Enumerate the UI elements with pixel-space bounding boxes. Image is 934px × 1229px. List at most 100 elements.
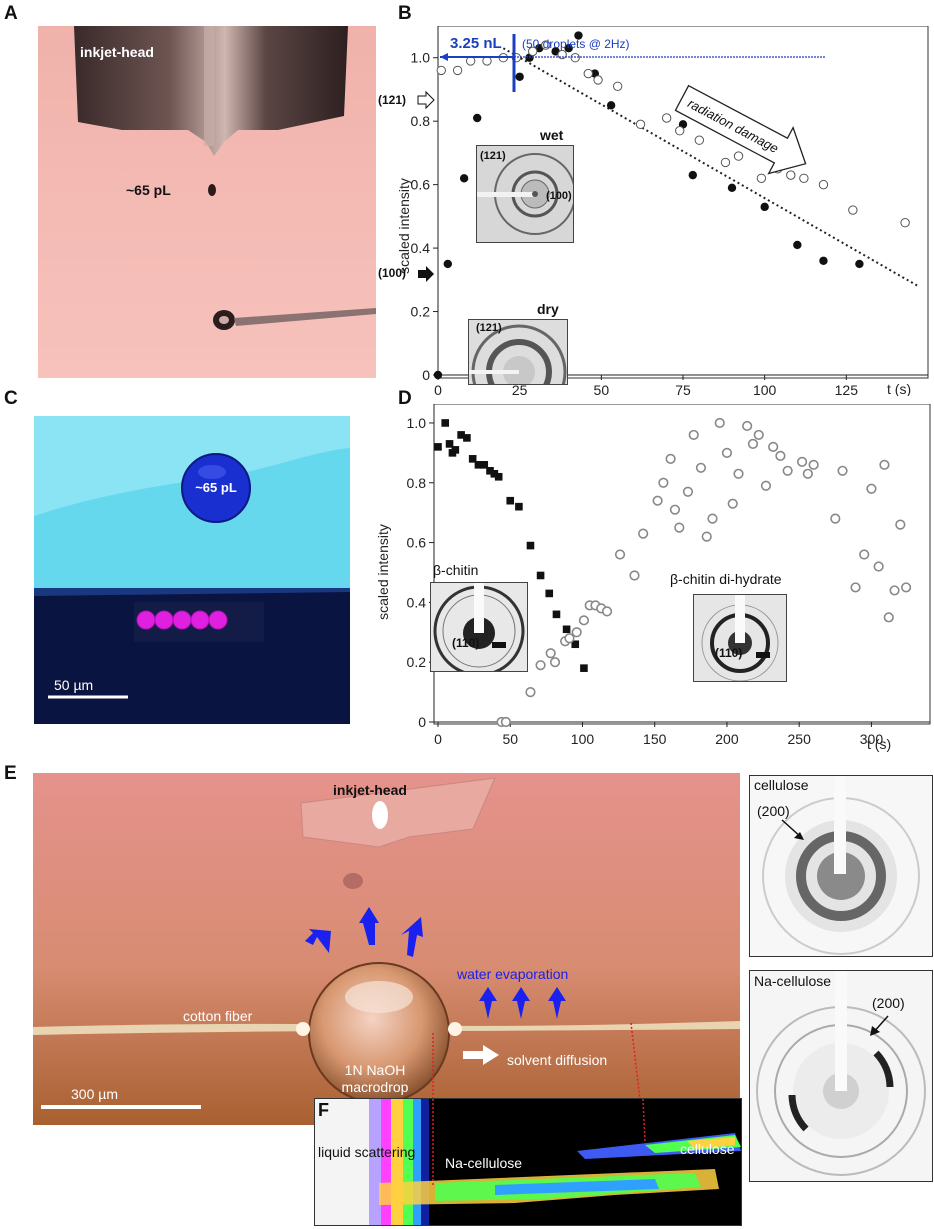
- d-ytick-label: 0.2: [407, 654, 427, 670]
- b-xtick-label: 125: [835, 382, 859, 396]
- b-point-filled: [564, 44, 573, 53]
- d-point-open: [721, 447, 733, 458]
- d-point-square: [468, 455, 477, 463]
- b-point-filled: [855, 259, 864, 269]
- d-point-open: [688, 429, 699, 441]
- d-inset-right-110: (110): [715, 646, 743, 660]
- e-cellulose-200: (200): [757, 803, 790, 819]
- b-droplet-label: (50 droplets @ 2Hz): [522, 37, 630, 51]
- c-drop-label: ~65 pL: [195, 480, 237, 495]
- e-na-arrow-icon: [870, 1015, 889, 1036]
- panel-d-chart: 0 50 100 150 200 250 300 0 0.2 0.4 0.6 0.8 1.0 scale…: [375, 404, 931, 752]
- b-point-open: [720, 157, 731, 168]
- b-point-filled: [473, 113, 482, 123]
- d-point-open: [866, 483, 877, 494]
- f-liquid-label: liquid scattering: [318, 1144, 416, 1160]
- panel-f-image: [314, 1098, 742, 1226]
- d-point-open: [549, 657, 561, 668]
- b-point-filled: [793, 240, 802, 250]
- d-point-open: [883, 612, 894, 623]
- b-point-open: [583, 68, 593, 79]
- plot-frame-d: [433, 404, 931, 725]
- b-point-open: [900, 218, 910, 228]
- d-inset-left-arrow-icon: [492, 642, 506, 648]
- b-filled-arrow-icon: [418, 266, 434, 282]
- b-xtick-label: 0: [434, 382, 442, 396]
- panel-e-photo: inkjet-head cotton fiber 1N NaOH macrodr…: [33, 773, 740, 1125]
- b-ytick-label: 1.0: [411, 50, 431, 66]
- e-white-arrow: [463, 1045, 499, 1065]
- d-point-open: [808, 459, 819, 470]
- d-point-open: [525, 686, 536, 698]
- b-point-open: [436, 65, 446, 76]
- d-point-open: [760, 480, 772, 491]
- d-point-open: [564, 633, 575, 644]
- e-drop-line2: macrodrop: [342, 1079, 409, 1095]
- b-point-filled: [606, 101, 616, 110]
- d-point-open: [768, 441, 779, 452]
- b-point-open: [661, 113, 672, 123]
- b-open-arrow-icon: [417, 90, 435, 110]
- b-point-open: [799, 173, 809, 183]
- d-inset-left-110: (110): [452, 636, 480, 650]
- b-point-open: [675, 126, 685, 136]
- panel-d-letter: D: [398, 388, 412, 409]
- b-dry-121: (121): [476, 322, 502, 334]
- b-point-open: [756, 173, 767, 183]
- b-point-open: [541, 40, 551, 50]
- b-point-filled: [433, 370, 443, 380]
- b-ytick-label: 0.6: [411, 177, 431, 193]
- panel-b-chart: 0 25 50 75 100 125 0 0.2 0.4 0.6 0.8 1.0 scaled int…: [378, 26, 929, 396]
- d-point-open: [830, 513, 841, 524]
- d-xtick-label: 300: [860, 731, 884, 747]
- panel-f-letter: F: [318, 1100, 329, 1120]
- panel-c-photo: ~65 pL 50 µm: [34, 416, 350, 724]
- d-point-open: [535, 660, 546, 671]
- d-point-open: [727, 498, 738, 509]
- d-point-open: [889, 585, 900, 596]
- e-diff-label: solvent diffusion: [507, 1052, 607, 1068]
- d-point-square: [480, 461, 489, 469]
- b-wet-title: wet: [540, 127, 564, 143]
- b-label-121: (121): [378, 93, 406, 107]
- b-point-filled: [443, 259, 452, 269]
- b-point-open: [528, 46, 538, 57]
- b-point-open: [635, 119, 646, 130]
- b-volume-label: 3.25 nL: [450, 35, 502, 52]
- d-point-open: [701, 531, 712, 542]
- b-point-open: [848, 205, 858, 215]
- panel-b-letter: B: [398, 3, 412, 24]
- d-point-open: [859, 549, 870, 560]
- b-point-open: [593, 75, 603, 85]
- d-point-open: [545, 648, 556, 659]
- b-ytick-label: 0.2: [411, 304, 431, 320]
- b-xunit: t (s): [887, 381, 911, 396]
- b-inset-dry: [468, 319, 568, 385]
- f-na-label: Na-cellulose: [445, 1155, 523, 1171]
- d-point-square: [434, 443, 442, 451]
- d-point-open: [850, 582, 861, 593]
- b-label-100: (100): [378, 266, 406, 280]
- d-point-open: [837, 465, 848, 476]
- b-volume-arrowhead: [440, 53, 448, 61]
- d-ytick-label: 0: [418, 714, 426, 730]
- panel-a-letter: A: [4, 3, 18, 24]
- b-xtick-label: 50: [594, 382, 610, 396]
- d-xtick-label: 100: [571, 731, 595, 747]
- d-point-open: [802, 468, 813, 479]
- b-point-open: [733, 151, 744, 161]
- d-xunit: t (s): [867, 736, 891, 752]
- e-cellulose-title: cellulose: [754, 777, 809, 793]
- d-inset-left: [430, 582, 528, 672]
- d-point-square: [494, 472, 503, 481]
- d-point-open: [895, 519, 906, 530]
- d-xtick-label: 200: [715, 731, 739, 747]
- d-point-square: [486, 467, 494, 475]
- b-xtick-label: 75: [675, 382, 691, 396]
- b-point-open: [452, 65, 463, 76]
- b-point-filled: [459, 174, 469, 183]
- d-point-open: [747, 438, 759, 449]
- d-inset-right-title: β-chitin di-hydrate: [670, 571, 782, 587]
- b-ytick-label: 0: [422, 367, 430, 383]
- d-inset-right-arrow-icon: [756, 652, 770, 658]
